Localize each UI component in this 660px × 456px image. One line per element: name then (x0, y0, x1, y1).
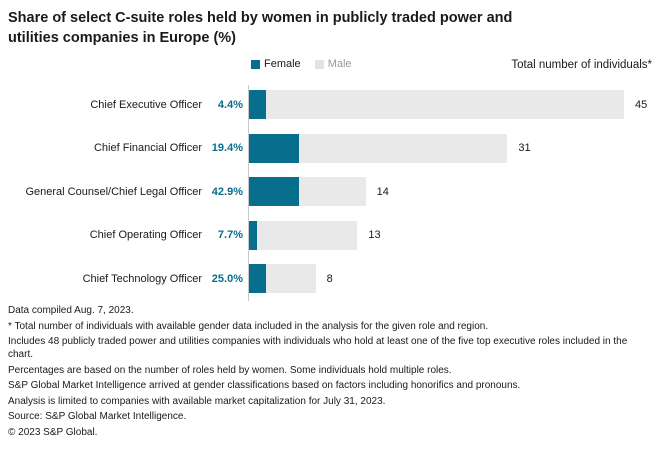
baseline-axis (248, 85, 249, 301)
footnotes: Data compiled Aug. 7, 2023. * Total numbe… (8, 304, 648, 441)
footnote-line: Includes 48 publicly traded power and ut… (8, 336, 628, 360)
female-bar-segment (249, 220, 258, 250)
row-label-group: General Counsel/Chief Legal Officer 42.9… (0, 177, 243, 206)
row-label-group: Chief Technology Officer 25.0% (0, 264, 243, 293)
total-count-label: 13 (368, 229, 381, 241)
footnote-line: S&P Global Market Intelligence arrived a… (8, 380, 521, 391)
role-label: Chief Financial Officer (93, 142, 202, 154)
role-label: Chief Operating Officer (89, 229, 202, 241)
male-bar-segment (249, 133, 508, 163)
female-bar-segment (249, 264, 266, 293)
role-label: Chief Executive Officer (90, 98, 202, 111)
legend: Female Male (251, 58, 352, 70)
bar-row: General Counsel/Chief Legal Officer 42.9… (0, 177, 660, 206)
female-bar-segment (249, 133, 300, 163)
row-label-group: Chief Financial Officer 19.4% (0, 134, 243, 163)
legend-label-female: Female (264, 58, 301, 70)
footnote-line: Source: S&P Global Market Intelligence. (8, 411, 187, 422)
chart-title: Share of select C-suite roles held by wo… (8, 9, 648, 48)
female-percent-label: 19.4% (211, 142, 243, 154)
female-bar-segment (249, 90, 266, 119)
male-bar-segment (249, 220, 358, 250)
legend-item-male: Male (314, 58, 352, 70)
total-count-label: 45 (635, 98, 648, 111)
total-individuals-annotation: Total number of individuals* (511, 59, 652, 71)
row-label-group: Chief Executive Officer 4.4% (0, 90, 243, 119)
female-percent-label: 7.7% (217, 229, 243, 241)
male-bar-segment (249, 264, 316, 293)
total-count-label: 31 (518, 142, 531, 154)
total-count-label: 8 (326, 272, 333, 285)
bar-row: Chief Financial Officer 19.4% 31 (0, 133, 660, 163)
female-swatch-icon (251, 59, 260, 69)
footnote-line: * Total number of individuals with avail… (8, 320, 489, 332)
male-bar-segment (249, 90, 624, 119)
female-bar-segment (249, 177, 300, 206)
legend-item-female: Female (251, 58, 301, 70)
chart-title-line1: Share of select C-suite roles held by wo… (8, 10, 513, 26)
bar-row: Chief Operating Officer 7.7% 13 (0, 220, 660, 250)
footnote-line: Data compiled Aug. 7, 2023. (8, 305, 134, 316)
female-percent-label: 25.0% (211, 272, 243, 285)
legend-label-male: Male (327, 58, 352, 70)
bar-row: Chief Technology Officer 25.0% 8 (0, 264, 660, 293)
role-label: Chief Technology Officer (82, 272, 202, 285)
male-swatch-icon (314, 59, 324, 69)
total-count-label: 14 (376, 185, 389, 198)
female-percent-label: 4.4% (217, 98, 243, 111)
male-bar-segment (249, 177, 366, 206)
footnote-line: © 2023 S&P Global. (8, 426, 98, 438)
chart-title-line2: utilities companies in Europe (%) (8, 29, 237, 46)
footnote-line: Percentages are based on the number of r… (8, 364, 452, 376)
row-label-group: Chief Operating Officer 7.7% (0, 221, 243, 250)
female-percent-label: 42.9% (211, 185, 243, 198)
bar-row: Chief Executive Officer 4.4% 45 (0, 90, 660, 119)
footnote-line: Analysis is limited to companies with av… (8, 395, 386, 407)
role-label: General Counsel/Chief Legal Officer (25, 185, 202, 198)
